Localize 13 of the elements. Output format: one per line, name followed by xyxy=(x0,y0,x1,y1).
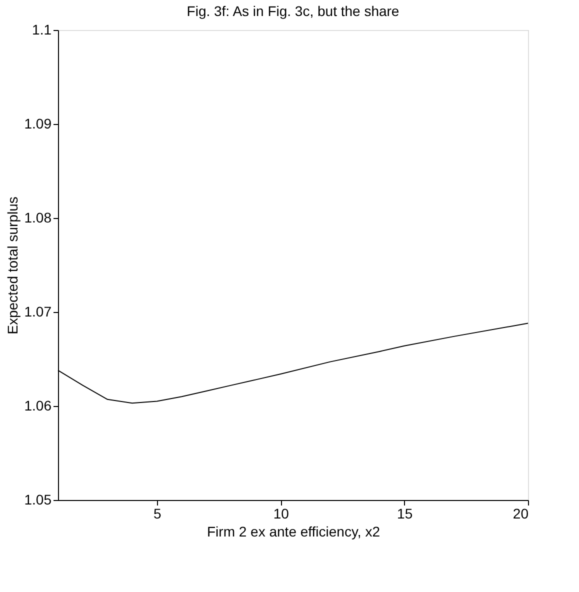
x-tick-label: 20 xyxy=(512,506,529,522)
y-tick-label: 1.06 xyxy=(24,398,52,414)
chart-title: Fig. 3f: As in Fig. 3c, but the share xyxy=(186,3,400,19)
x-tick-label: 15 xyxy=(397,506,413,522)
y-axis-title: Expected total surplus xyxy=(4,196,20,334)
y-tick-label: 1.1 xyxy=(32,22,52,38)
y-tick-label: 1.08 xyxy=(24,210,52,226)
y-tick-label: 1.07 xyxy=(24,304,52,320)
x-axis-title: Firm 2 ex ante efficiency, x2 xyxy=(207,524,380,540)
y-tick-label: 1.05 xyxy=(24,492,52,508)
x-tick-label: 5 xyxy=(154,506,162,522)
y-tick-label: 1.09 xyxy=(24,116,52,132)
x-tick-label: 10 xyxy=(273,506,290,522)
